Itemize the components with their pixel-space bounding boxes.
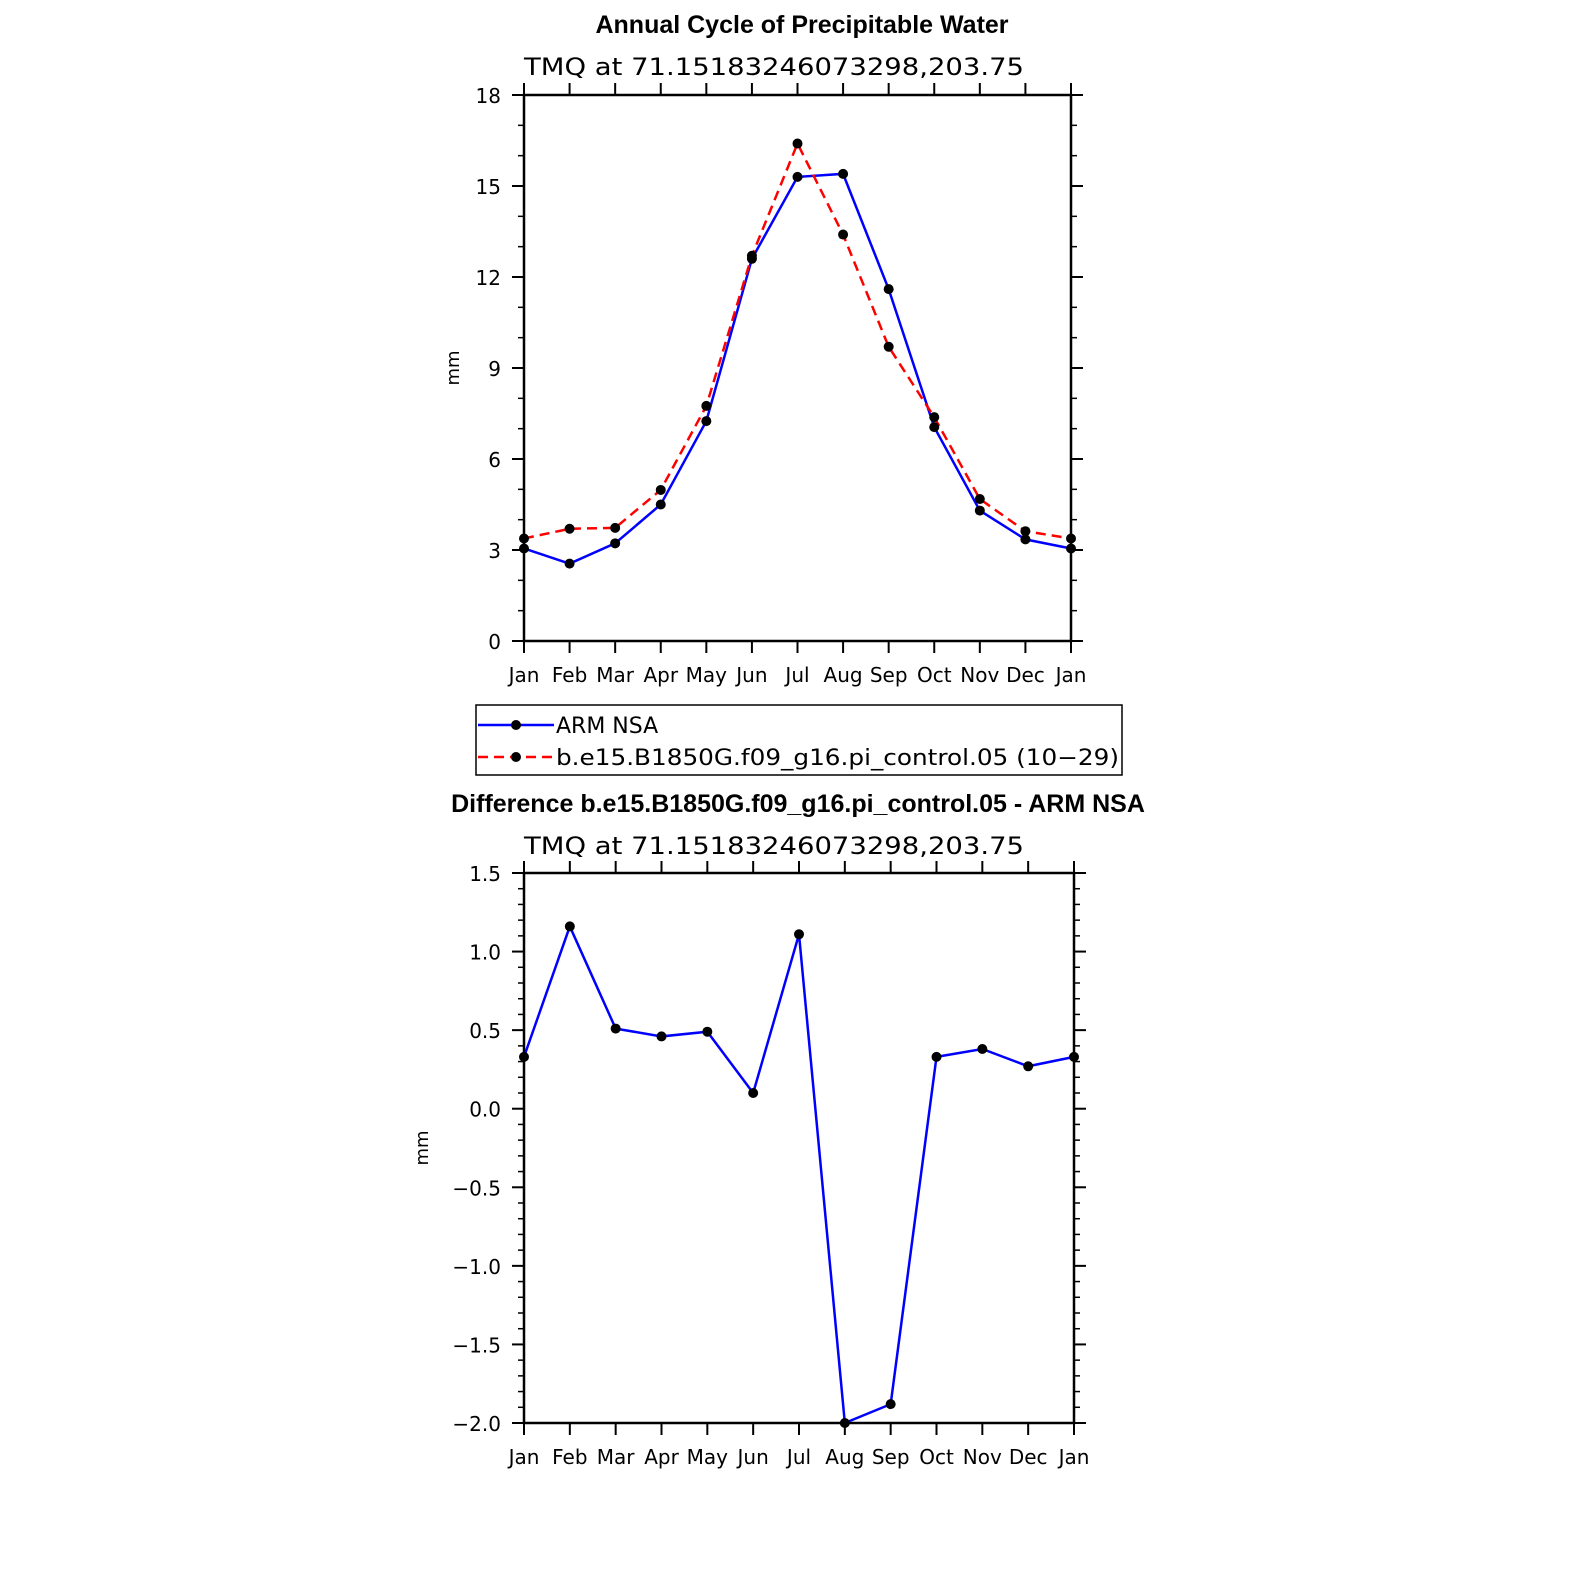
chart1-series-0-point: [974, 505, 985, 516]
x-tick-label: Mar: [596, 663, 635, 687]
chart2-title: Difference b.e15.B1850G.f09_g16.pi_contr…: [451, 790, 1145, 818]
x-tick-label: Jan: [507, 1445, 540, 1469]
x-tick-label: Mar: [597, 1445, 636, 1469]
legend-label-model: b.e15.B1850G.f09_g16.pi_control.05 (10−2…: [556, 746, 1119, 771]
y-tick-label: 0.0: [469, 1098, 501, 1122]
chart2-series-0-point: [564, 921, 575, 932]
chart1-series-0-point: [655, 499, 666, 510]
chart2-series-0-point: [748, 1088, 759, 1098]
chart2-series-0-point: [656, 1031, 667, 1042]
x-tick-label: Sep: [870, 663, 908, 687]
x-tick-label: Jan: [1054, 663, 1087, 687]
chart1-series-1-point: [792, 138, 803, 149]
chart2-series-0-point: [1023, 1061, 1034, 1072]
chart1-series-0-point: [883, 284, 894, 295]
x-tick-label: Oct: [919, 1445, 954, 1469]
x-tick-label: Dec: [1006, 663, 1045, 687]
chart2-frame: [522, 871, 1076, 1425]
chart2-series-0-point: [519, 1051, 529, 1062]
chart1-series-1-point: [746, 250, 757, 261]
chart1-series-1-point: [1066, 533, 1076, 544]
chart1-series-1-point: [655, 484, 666, 495]
x-tick-label: Feb: [552, 663, 587, 687]
chart2-plot-area: Jan Feb Mar Apr May Jun Jul Aug Sep Oct Nov Dec Jan−…: [452, 861, 1089, 1469]
x-tick-label: May: [687, 1445, 729, 1469]
chart1-series-0-point: [519, 543, 529, 554]
x-tick-label: Apr: [643, 663, 678, 687]
y-tick-label: 6: [488, 448, 501, 472]
x-tick-label: Jul: [783, 663, 809, 687]
chart1-plot-area: Jan Feb Mar Apr May Jun Jul Aug Sep Oct Nov Dec Jan0…: [476, 83, 1087, 687]
x-tick-label: Aug: [825, 1445, 864, 1469]
chart1-series-0-point: [792, 171, 803, 182]
legend-box: [475, 704, 1123, 776]
x-tick-label: May: [686, 663, 728, 687]
y-tick-label: 18: [476, 84, 501, 108]
chart1-series-1-point: [519, 533, 529, 544]
chart1-title: Annual Cycle of Precipitable Water: [595, 11, 1008, 39]
y-tick-label: 0: [488, 630, 501, 654]
chart1-legend: ARM NSA b.e15.B1850G.f09_g16.pi_control.…: [475, 704, 1123, 776]
chart2-subtitle: TMQ at 71.15183246073298,203.75: [523, 832, 1024, 860]
chart1-series-1-point: [974, 494, 985, 505]
x-tick-label: Sep: [872, 1445, 910, 1469]
chart1-series-1-point: [701, 400, 712, 411]
x-tick-label: Apr: [644, 1445, 679, 1469]
x-tick-label: Jun: [736, 1445, 769, 1469]
chart2-ylabel: mm: [412, 1130, 433, 1165]
y-tick-label: 1.5: [469, 862, 501, 886]
chart1-series-1-point: [929, 412, 940, 423]
y-tick-label: 12: [476, 266, 501, 290]
x-tick-label: Dec: [1009, 1445, 1048, 1469]
y-tick-label: 3: [488, 539, 501, 563]
chart1-series-1-point: [610, 522, 621, 533]
y-tick-label: 1.0: [469, 941, 501, 965]
chart1-series-1-point: [883, 341, 894, 352]
y-tick-label: −2.0: [452, 1412, 501, 1436]
y-tick-label: −1.5: [452, 1333, 501, 1357]
x-tick-label: Feb: [552, 1445, 587, 1469]
chart2-series-0-point: [702, 1026, 713, 1037]
chart1-series-1-point: [1020, 526, 1031, 537]
chart1-series-0-point: [838, 168, 849, 179]
legend-label-arm-nsa: ARM NSA: [556, 714, 658, 739]
chart1-series-1-point: [838, 229, 849, 240]
chart1-series-0-point: [1020, 534, 1031, 545]
x-tick-label: Nov: [960, 663, 999, 687]
chart1-ylabel: mm: [443, 350, 464, 385]
x-tick-label: Aug: [824, 663, 863, 687]
chart2-series-0-point: [794, 929, 804, 940]
chart2-series-0-point: [839, 1418, 850, 1428]
chart1-subtitle: TMQ at 71.15183246073298,203.75: [523, 53, 1024, 81]
chart1-series-0-point: [1066, 543, 1076, 554]
x-tick-label: Jan: [507, 663, 540, 687]
chart1-series-0-point: [564, 558, 575, 569]
chart1-series-0-point: [929, 422, 940, 433]
chart1-series-0-point: [701, 416, 712, 427]
chart2-series-0-point: [977, 1044, 988, 1054]
chart2-series-0-line: [522, 923, 1075, 1425]
y-tick-label: 9: [488, 357, 501, 381]
y-tick-label: 0.5: [469, 1019, 501, 1043]
legend-marker-arm-nsa: [511, 720, 521, 730]
legend-marker-model: [511, 752, 521, 762]
chart2-series-0-point: [931, 1051, 942, 1062]
y-tick-label: 15: [476, 175, 501, 199]
chart2-series-0-point: [610, 1023, 621, 1034]
chart1-series-1-line: [523, 140, 1072, 540]
chart2-series-0-point: [885, 1399, 896, 1410]
x-tick-label: Nov: [963, 1445, 1002, 1469]
y-tick-label: −0.5: [452, 1176, 501, 1200]
x-tick-label: Jan: [1057, 1445, 1090, 1469]
chart1-series-0-point: [610, 538, 621, 549]
chart1-series-1-point: [564, 523, 575, 534]
x-tick-label: Jun: [734, 663, 767, 687]
x-tick-label: Jul: [785, 1445, 811, 1469]
x-tick-label: Oct: [917, 663, 952, 687]
chart2-series-0-point: [1069, 1051, 1079, 1062]
y-tick-label: −1.0: [452, 1255, 501, 1279]
